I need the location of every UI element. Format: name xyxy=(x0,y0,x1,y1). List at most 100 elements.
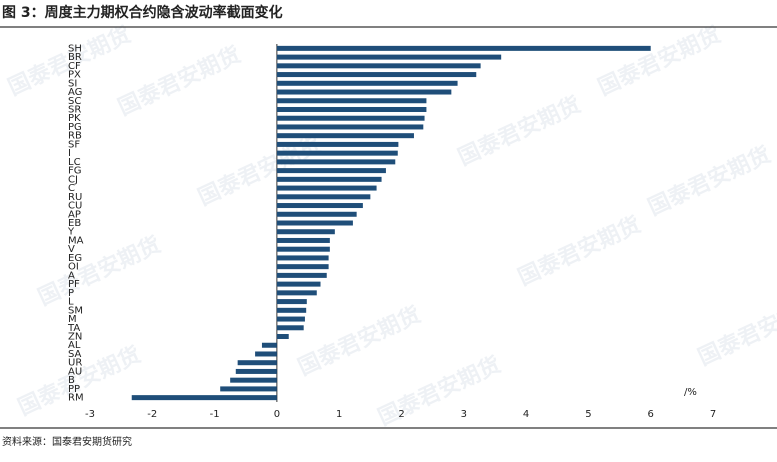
bar xyxy=(276,54,502,60)
bar xyxy=(230,377,277,383)
source: 资料来源：国泰君安期货研究 xyxy=(2,435,132,448)
y-tick-label: LC xyxy=(68,157,81,168)
y-tick-label: AL xyxy=(68,340,81,351)
bar xyxy=(237,360,277,366)
bar xyxy=(131,395,277,401)
bar xyxy=(276,45,651,51)
bar xyxy=(276,150,398,156)
y-tick-label: RB xyxy=(68,131,82,142)
bar xyxy=(276,281,321,287)
bar xyxy=(276,211,357,217)
y-tick-label: OI xyxy=(68,262,79,273)
y-tick-label: C xyxy=(68,183,75,194)
y-tick-label: EG xyxy=(68,253,82,264)
x-tick-label: 5 xyxy=(585,409,591,420)
y-tick-label: PX xyxy=(68,70,81,81)
bar xyxy=(276,203,363,209)
y-tick-label: CU xyxy=(68,201,82,212)
x-unit: /% xyxy=(684,387,697,398)
y-tick-label: Y xyxy=(67,227,75,238)
y-tick-label: AU xyxy=(68,366,82,377)
bar xyxy=(276,299,307,305)
y-tick-label: PF xyxy=(68,279,80,290)
bar xyxy=(276,255,329,261)
y-tick-label: PG xyxy=(68,122,82,133)
watermark: 国泰君安期货 xyxy=(514,212,645,291)
y-tick-label: SF xyxy=(68,139,80,150)
y-tick-label: RU xyxy=(68,192,82,203)
y-tick-label: TA xyxy=(67,323,80,334)
watermark: 国泰君安期货 xyxy=(114,42,245,121)
bar xyxy=(276,168,386,174)
x-tick-label: 6 xyxy=(648,409,654,420)
y-tick-label: CF xyxy=(68,61,81,72)
y-tick-label: MA xyxy=(68,235,84,246)
y-tick-label: EB xyxy=(68,218,81,229)
bar xyxy=(276,124,424,130)
x-tick-label: 3 xyxy=(461,409,467,420)
bar xyxy=(276,80,458,86)
watermark: 国泰君安期货 xyxy=(454,92,585,171)
bar xyxy=(276,229,335,235)
x-tick-label: -3 xyxy=(85,409,95,420)
x-tick-label: 4 xyxy=(523,409,529,420)
bar xyxy=(276,133,414,139)
y-tick-label: FG xyxy=(68,166,82,177)
bar xyxy=(276,264,329,270)
watermark: 国泰君安期货 xyxy=(594,22,725,101)
bar xyxy=(276,307,307,313)
bar xyxy=(276,290,317,296)
y-tick-label: P xyxy=(68,288,74,299)
watermark: 国泰君安期货 xyxy=(374,352,505,431)
y-tick-label: L xyxy=(68,297,74,308)
x-tick-label: 2 xyxy=(398,409,404,420)
watermark: 国泰君安期货 xyxy=(644,142,775,221)
x-tick-label: 7 xyxy=(710,409,716,420)
bar xyxy=(255,351,277,357)
y-tick-label: SI xyxy=(68,78,77,89)
y-tick-label: B xyxy=(68,375,75,386)
bar xyxy=(276,176,382,182)
y-tick-label: SM xyxy=(68,305,83,316)
bar xyxy=(276,63,481,69)
bar xyxy=(276,141,399,147)
chart-title: 图 3：周度主力期权合约隐含波动率截面变化 xyxy=(2,4,283,21)
bar xyxy=(276,220,353,226)
bar xyxy=(276,89,452,95)
y-tick-label: BR xyxy=(68,52,82,63)
bar xyxy=(276,246,330,252)
x-tick-label: 1 xyxy=(336,409,342,420)
x-tick-label: 0 xyxy=(274,409,280,420)
y-tick-label: PK xyxy=(68,113,81,124)
bar xyxy=(276,334,289,340)
bar xyxy=(276,316,305,322)
y-tick-label: UR xyxy=(68,358,82,369)
watermark: 国泰君安期货 xyxy=(694,292,777,371)
bar xyxy=(276,159,396,165)
bar xyxy=(276,106,427,112)
x-tick-label: -2 xyxy=(147,409,157,420)
y-tick-label: A xyxy=(68,270,75,281)
bar xyxy=(220,386,277,392)
bar xyxy=(276,98,427,104)
bar xyxy=(276,185,377,191)
bar xyxy=(276,115,425,121)
x-tick-label: -1 xyxy=(210,409,220,420)
bar xyxy=(261,342,277,348)
y-tick-label: V xyxy=(68,244,75,255)
y-tick-label: SR xyxy=(68,104,81,115)
y-tick-label: PP xyxy=(68,384,80,395)
y-tick-label: ZN xyxy=(68,332,82,343)
y-tick-label: I xyxy=(68,148,71,159)
bar xyxy=(276,194,371,200)
y-tick-label: M xyxy=(68,314,77,325)
y-tick-label: RM xyxy=(68,393,84,404)
bar xyxy=(276,325,304,331)
bar xyxy=(235,368,277,374)
bar xyxy=(276,237,330,243)
y-tick-label: AG xyxy=(68,87,82,98)
bar xyxy=(276,272,327,278)
watermark: 国泰君安期货 xyxy=(294,302,425,381)
y-tick-label: CJ xyxy=(68,174,78,185)
